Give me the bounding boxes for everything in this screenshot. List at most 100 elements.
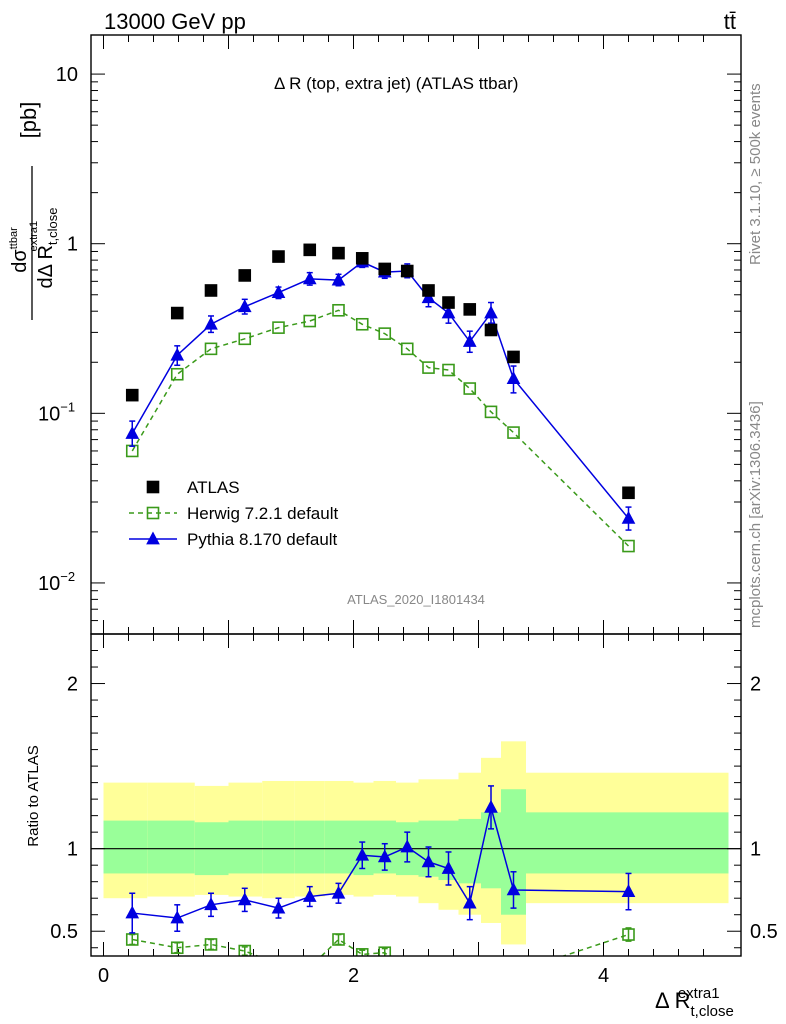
legend-herwig-marker [146,506,160,520]
ratio-bands [91,741,741,945]
ylabel-unit: [pb] [16,102,41,139]
legend-atlas-marker [146,480,160,494]
ratio-pythia-line [132,807,629,919]
pythia-point [484,305,498,319]
ratio-herwig-point [238,944,252,956]
ratio-herwig-point [170,941,184,955]
ratio-pythia-point [271,900,286,914]
ratio-series-group [125,785,636,956]
atlas-point [170,306,184,320]
ratio-pythia-point [462,895,477,909]
ratio-herwig-point [622,928,635,941]
y-tick-label: 10−2 [38,569,75,595]
ratio-y-tick-label-left: 1 [67,839,78,861]
ratio-pythia-point [237,892,252,906]
ylabel-den-sup: extra1 [28,221,40,252]
atlas-point [442,296,455,309]
ratio-herwig-line [132,933,629,956]
atlas-point [355,252,369,265]
ratio-herwig-point [355,948,369,956]
herwig-point [204,342,218,356]
herwig-point [463,382,477,395]
ylabel-num-sup: ttbar [8,227,20,249]
ratio-pythia-point [484,799,498,813]
main-series [125,243,636,553]
pythia-point [621,510,636,524]
herwig-point [332,303,345,317]
y-tick-exponent: −2 [60,569,75,584]
atlas-point [400,264,414,278]
ratio-series [125,785,636,956]
y-tick-label: 10 [56,64,78,86]
atlas-point [507,350,520,364]
watermark: ATLAS_2020_I1801434 [347,592,485,607]
ratio-band-group [91,741,741,945]
legend-entry-label: Pythia 8.170 default [187,530,338,549]
svg-text:dσttbar: dσttbar [8,227,31,273]
pythia-point [462,333,477,347]
pythia-point [506,371,521,385]
legend-entry-label: Herwig 7.2.1 default [187,504,338,523]
ratio-herwig-point [378,946,392,956]
ratio-pythia-point [621,884,636,897]
title-text: Δ R (top, extra jet) (ATLAS ttbar) [274,74,518,93]
ratio-pythia-point [331,885,346,899]
green-band-segment [324,820,354,874]
ylabel-den-sub: t,close [45,208,60,246]
herwig-line [131,309,630,547]
main-ylabel: dσttbar dΔ Rt,close extra1 [pb] [8,102,60,320]
green-band-segment [228,820,263,874]
atlas-point [463,303,477,316]
x-tick-label: 4 [598,965,609,987]
ratio-herwig-point [332,933,345,946]
ylabel-den: dΔ R [35,245,57,288]
pythia-point [125,425,140,439]
herwig-point [238,332,252,346]
herwig-point [272,321,285,334]
legend-entry-label: ATLAS [187,478,240,497]
y-tick-base: 10 [38,573,60,595]
xlabel-sub: t,close [690,1003,733,1020]
y-tick-base: 10 [38,403,60,425]
y-tick-exponent: −1 [60,399,75,414]
energy-label: 13000 GeV pp [104,9,246,34]
xlabel-main: Δ R [655,988,690,1013]
ratio-pythia-point [170,910,185,924]
atlas-point [125,388,139,402]
atlas-point [378,262,392,276]
ratio-y-tick-label-left: 0.5 [50,921,78,943]
process-label: tt̄ [724,9,736,34]
herwig-point [442,363,455,377]
pythia-point [237,299,252,313]
green-band-segment [353,820,374,876]
atlas-point [204,284,218,297]
pythia-point [441,305,456,319]
herwig-point [355,317,369,331]
pythia-point [331,272,346,286]
herwig-point [507,426,520,439]
pythia-point [421,290,436,304]
ratio-frame [90,633,742,957]
atlas-point [332,246,345,260]
green-band-segment [103,820,148,874]
svg-text:dΔ Rt,closeextra1: dΔ Rt,close extra1 [28,208,60,289]
green-band-segment [458,818,481,884]
pythia-point [302,271,317,285]
herwig-point [170,367,184,381]
ratio-pythia-point [421,854,436,868]
main-title: Δ R (top, extra jet) (ATLAS ttbar) [274,74,518,93]
x-tick-label: 0 [98,965,109,987]
ratio-pythia-point [125,905,140,919]
green-band-segment [438,820,459,881]
atlas-point [303,243,317,257]
green-band-segment [147,820,195,874]
y-tick-label: 10−1 [38,399,75,425]
ratio-y-tick-label-right: 2 [750,674,761,696]
herwig-point [484,405,498,419]
green-band-segment [526,812,729,874]
x-tick-label: 2 [348,965,359,987]
ratio-pythia-point [204,897,218,911]
atlas-point [272,250,285,263]
herwig-point [422,361,435,374]
